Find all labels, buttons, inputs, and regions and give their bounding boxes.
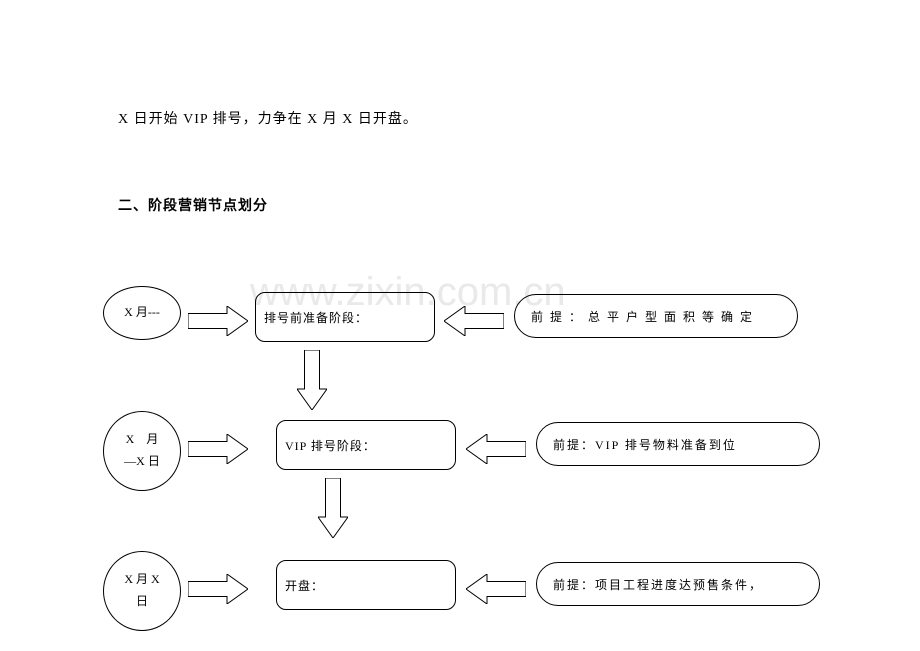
date-ellipse-2: X 月 —X 日 (103, 411, 181, 491)
stage-box-3: 开盘： (276, 560, 456, 610)
date-ellipse-3: X 月 X 日 (103, 551, 181, 631)
stage-label: 排号前准备阶段： (264, 309, 368, 326)
premise-label: 前提：项目工程进度达预售条件， (553, 576, 763, 593)
premise-box-3: 前提：项目工程进度达预售条件， (536, 562, 820, 606)
arrow-left-icon (444, 306, 504, 336)
date-label: X 月--- (124, 302, 160, 324)
arrow-right-icon (188, 434, 248, 464)
arrow-right-icon (188, 574, 248, 604)
stage-box-1: 排号前准备阶段： (255, 292, 435, 342)
stage-label: VIP 排号阶段： (285, 437, 376, 454)
arrow-down-icon (297, 350, 327, 410)
arrow-left-icon (466, 574, 526, 604)
stage-label: 开盘： (285, 577, 324, 594)
arrow-left-icon (466, 434, 526, 464)
page: X 日开始 VIP 排号，力争在 X 月 X 日开盘。 二、阶段营销节点划分 w… (0, 0, 920, 651)
stage-box-2: VIP 排号阶段： (276, 420, 456, 470)
date-ellipse-1: X 月--- (103, 286, 181, 340)
premise-label: 前提：VIP 排号物料准备到位 (553, 436, 737, 453)
intro-text: X 日开始 VIP 排号，力争在 X 月 X 日开盘。 (118, 108, 418, 128)
date-label: X 月 —X 日 (124, 429, 160, 472)
section-heading: 二、阶段营销节点划分 (118, 195, 268, 215)
date-label: X 月 X 日 (124, 569, 159, 612)
arrow-right-icon (188, 306, 248, 336)
premise-label: 前 提 ： 总 平 户 型 面 积 等 确 定 (531, 308, 754, 325)
arrow-down-icon (318, 478, 348, 538)
premise-box-2: 前提：VIP 排号物料准备到位 (536, 422, 820, 466)
premise-box-1: 前 提 ： 总 平 户 型 面 积 等 确 定 (514, 294, 798, 338)
